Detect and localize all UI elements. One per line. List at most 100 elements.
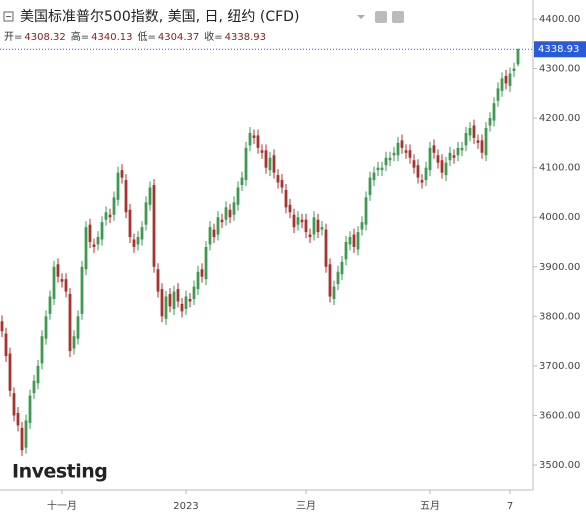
candle-body [108, 214, 112, 218]
candle-body [452, 155, 456, 158]
candle-body [12, 393, 16, 416]
candle-body [188, 298, 192, 302]
candle-body [248, 132, 252, 146]
y-tick-label: 4300.00 [539, 64, 580, 75]
candle-body [180, 303, 184, 312]
y-tick-label: 3900.00 [539, 262, 580, 273]
chart-title: 美国标准普尔500指数, 美国, 日, 纽约 (CFD) [20, 9, 299, 25]
candle-body [504, 75, 508, 84]
y-tick-label: 3500.00 [539, 460, 580, 471]
candle-body [324, 229, 328, 267]
candle-body [320, 227, 324, 230]
candle-body [512, 68, 516, 72]
candle-body [4, 333, 8, 356]
candle-body [116, 172, 120, 200]
candle-body [280, 180, 284, 188]
candle-body [300, 219, 304, 223]
candle-body [16, 412, 20, 426]
ohlc-value: 4338.93 [225, 32, 266, 43]
y-tick-label: 4200.00 [539, 113, 580, 124]
candle-body [368, 177, 372, 195]
dropdown-arrow[interactable] [357, 15, 365, 19]
candle-body [432, 145, 436, 153]
candle-body [196, 271, 200, 290]
ohlc-value: 4340.13 [91, 32, 132, 43]
candle-body [20, 427, 24, 451]
candle-body [464, 132, 468, 146]
candle-body [272, 155, 276, 173]
candle-body [296, 217, 300, 225]
candle-body [268, 157, 272, 171]
candle-body [420, 180, 424, 183]
candle-body [48, 296, 52, 314]
candle-body [92, 244, 96, 247]
candle-body [468, 128, 472, 136]
candle-body [112, 197, 116, 215]
ohlc-line: 开= 4308.32 高= 4340.13 低= 4304.37 收= 4338.93 [4, 30, 266, 43]
candle-body [436, 155, 440, 163]
candle-body [192, 286, 196, 299]
candle-body [124, 180, 128, 213]
candle-body [404, 150, 408, 153]
candle-body [232, 202, 236, 215]
candle-body [52, 266, 56, 299]
candle-body [120, 170, 124, 178]
candle-body [132, 239, 136, 247]
candle-body [260, 150, 264, 153]
candle-body [508, 73, 512, 86]
candle-body [392, 152, 396, 156]
candle-body [56, 264, 60, 277]
candle-body [344, 242, 348, 260]
candle-body [172, 291, 176, 309]
candle-body [228, 209, 232, 218]
candle-body [72, 336, 76, 349]
candle-body [372, 172, 376, 181]
candle-body [244, 147, 248, 181]
config-icon[interactable] [392, 11, 404, 23]
candle-body [236, 187, 240, 205]
candle-body [476, 140, 480, 143]
candle-body [292, 214, 296, 228]
candle-body [360, 222, 364, 230]
collapse-icon[interactable] [3, 11, 14, 22]
candle-body [396, 142, 400, 156]
candle-body [8, 353, 12, 391]
candle-body [204, 246, 208, 280]
candle-body [384, 157, 388, 166]
candle-body [152, 185, 156, 267]
y-tick-label: 4000.00 [539, 212, 580, 223]
candle-body [76, 316, 80, 339]
candle-body [240, 177, 244, 186]
settings-icon[interactable] [375, 11, 387, 23]
candle-body [140, 227, 144, 240]
candle-body [84, 227, 88, 270]
candle-body [332, 286, 336, 299]
candle-body [460, 147, 464, 151]
candle-body [448, 152, 452, 161]
ohlc-label: 收= [204, 30, 222, 43]
candle-body [104, 212, 108, 220]
candle-body [0, 321, 4, 332]
ohlc-value: 4308.32 [24, 32, 65, 43]
candle-body [312, 217, 316, 235]
candle-body [168, 294, 172, 307]
y-tick-label: 4100.00 [539, 163, 580, 174]
candle-body [64, 279, 68, 292]
candle-body [380, 167, 384, 171]
ohlc-label: 低= [138, 30, 156, 43]
candle-body [424, 167, 428, 181]
y-tick-label: 3800.00 [539, 311, 580, 322]
candle-body [488, 118, 492, 126]
last-price-box [534, 41, 586, 58]
y-tick-label: 3700.00 [539, 361, 580, 372]
candle-body [148, 187, 152, 205]
candle-body [184, 296, 188, 309]
candle-body [36, 365, 40, 384]
candle-body [500, 78, 504, 91]
candle-body [44, 316, 48, 339]
watermark: Investing [12, 461, 107, 483]
y-tick-label: 4400.00 [539, 14, 580, 25]
candle-body [100, 222, 104, 240]
candle-body [28, 395, 32, 423]
